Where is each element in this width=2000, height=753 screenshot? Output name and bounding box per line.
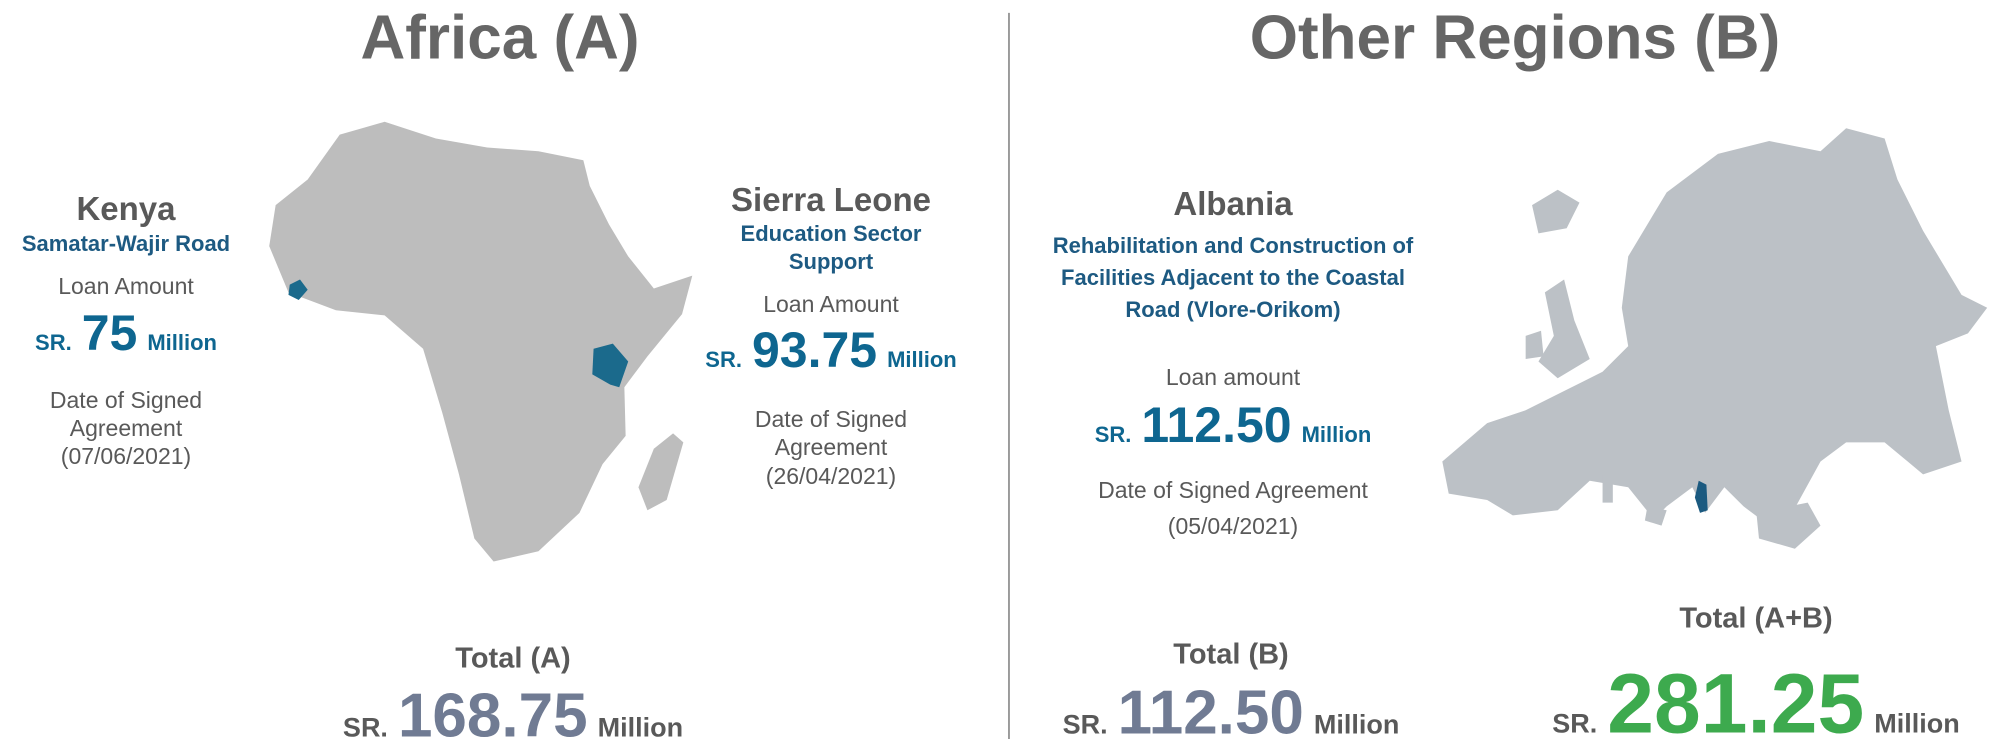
total-row: SR. 112.50 Million xyxy=(1063,678,1400,749)
project: Education Sector Support xyxy=(740,221,922,274)
date-label: Date of Signed Agreement xyxy=(754,406,908,460)
madagascar xyxy=(638,433,684,511)
country: Kenya xyxy=(76,190,176,227)
loan-label: Loan Amount xyxy=(763,291,899,317)
amount: 112.50 xyxy=(1141,397,1292,453)
unit: Million xyxy=(597,712,684,743)
project: Samatar-Wajir Road xyxy=(21,231,231,256)
currency: SR. xyxy=(1552,708,1598,739)
currency: SR. xyxy=(1094,422,1132,447)
amount-row: SR. 112.50 Million xyxy=(1095,396,1372,454)
amount: 75 xyxy=(81,305,138,361)
europe-map xyxy=(1442,128,1988,549)
africa-map xyxy=(269,121,693,562)
currency: SR. xyxy=(35,330,72,355)
project: Rehabilitation and Construction of Facil… xyxy=(1052,233,1414,322)
date: (26/04/2021) xyxy=(765,463,897,489)
section-title: Africa (A) xyxy=(360,3,640,73)
unit: Million xyxy=(887,347,957,372)
date-label: Date of Signed Agreement xyxy=(1098,477,1368,503)
amount: 93.75 xyxy=(751,322,878,378)
grand-total-row: SR. 281.25 Million xyxy=(1552,656,1959,753)
amount: 281.25 xyxy=(1607,656,1865,751)
date: (05/04/2021) xyxy=(1167,513,1299,539)
amount-row: SR. 93.75 Million xyxy=(705,321,956,379)
country: Albania xyxy=(1173,185,1293,222)
unit: Million xyxy=(1301,422,1372,447)
grand-total-label: Total (A+B) xyxy=(1679,602,1833,635)
country: Sierra Leone xyxy=(731,181,931,218)
loan-label: Loan Amount xyxy=(58,273,194,299)
total-label: Total (B) xyxy=(1173,638,1289,671)
currency: SR. xyxy=(1062,709,1108,740)
unit: Million xyxy=(1874,708,1960,739)
total-label: Total (A) xyxy=(455,642,571,675)
section-title: Other Regions (B) xyxy=(1249,3,1781,73)
unit: Million xyxy=(1313,709,1400,740)
date-label: Date of Signed Agreement xyxy=(49,387,203,441)
currency: SR. xyxy=(705,347,742,372)
amount: 168.75 xyxy=(397,681,588,751)
amount: 112.50 xyxy=(1117,678,1304,748)
loan-label: Loan amount xyxy=(1165,364,1301,390)
kenya xyxy=(592,343,629,388)
albania xyxy=(1694,480,1708,513)
currency: SR. xyxy=(342,712,388,743)
amount-row: SR. 75 Million xyxy=(35,304,217,362)
unit: Million xyxy=(147,330,217,355)
date: (07/06/2021) xyxy=(60,443,192,469)
total-row: SR. 168.75 Million xyxy=(343,681,683,752)
sierra-leone xyxy=(288,279,308,301)
